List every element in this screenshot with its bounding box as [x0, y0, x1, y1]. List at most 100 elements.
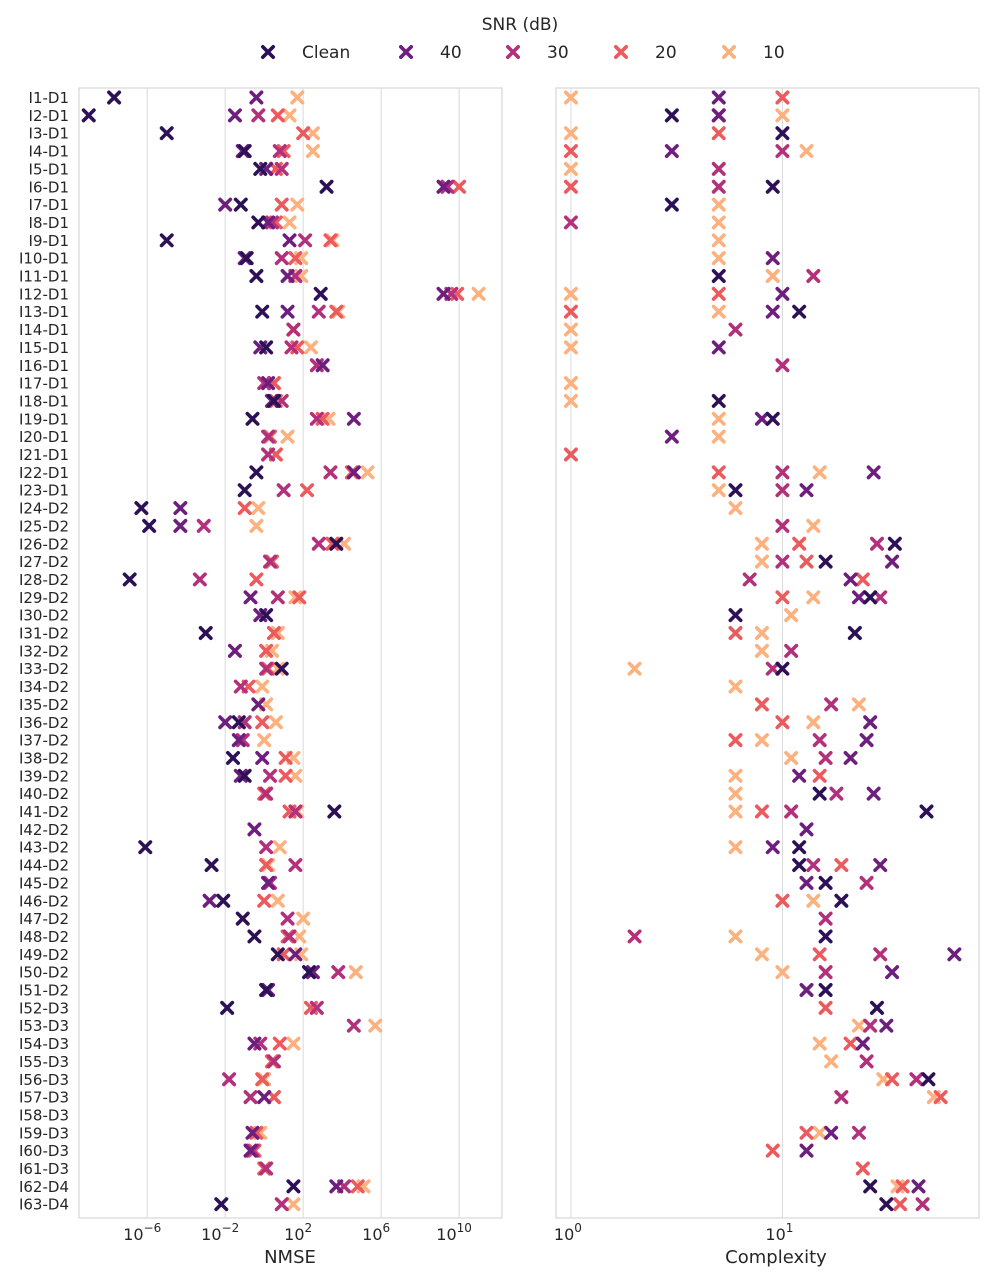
complexity-point	[859, 875, 874, 890]
nmse-point	[266, 626, 281, 640]
y-tick-label: I2-D1	[29, 107, 69, 125]
y-tick-label: I45-D2	[19, 874, 69, 892]
x-tick-label: 100	[554, 1221, 582, 1244]
complexity-point	[855, 1161, 870, 1176]
x-tick-label: 10−6	[123, 1221, 161, 1244]
nmse-point	[270, 947, 285, 962]
y-tick-label: I38-D2	[19, 749, 69, 767]
nmse-point	[216, 893, 231, 908]
complexity-point	[915, 1197, 930, 1212]
complexity-point	[728, 679, 743, 694]
nmse-point	[274, 251, 289, 266]
complexity-point	[855, 572, 870, 587]
nmse-point	[255, 750, 270, 765]
nmse-point	[292, 590, 307, 605]
nmse-point	[274, 161, 289, 176]
nmse-point	[237, 501, 252, 516]
nmse-point	[259, 661, 274, 676]
y-tick-label: I49-D2	[19, 946, 69, 964]
complexity-point	[824, 1125, 839, 1140]
complexity-point	[563, 126, 578, 141]
complexity-point	[775, 483, 790, 498]
nmse-point	[360, 465, 375, 480]
nmse-point	[259, 840, 274, 855]
y-tick-label: I51-D2	[19, 982, 69, 1000]
nmse-point	[257, 893, 272, 908]
complexity-point	[799, 875, 814, 890]
complexity-point	[775, 715, 790, 730]
nmse-point	[237, 768, 252, 783]
complexity-point	[806, 893, 821, 908]
complexity-point	[893, 1197, 908, 1212]
complexity-point	[775, 465, 790, 480]
legend-marker-icon	[722, 45, 736, 59]
nmse-point	[235, 911, 250, 926]
nmse-point	[327, 804, 342, 819]
complexity-point	[851, 590, 866, 605]
nmse-point	[192, 572, 207, 587]
nmse-point	[282, 215, 297, 230]
complexity-point	[834, 893, 849, 908]
nmse-point	[253, 161, 268, 176]
nmse-point	[286, 1179, 301, 1194]
nmse-point	[237, 483, 252, 498]
nmse-point	[222, 1072, 237, 1087]
legend-label: 20	[655, 43, 677, 63]
nmse-point	[247, 822, 262, 837]
y-tick-label: I12-D1	[19, 285, 69, 303]
y-tick-label: I63-D4	[19, 1196, 69, 1214]
complexity-point	[921, 1072, 936, 1087]
nmse-point	[266, 1054, 281, 1069]
complexity-point	[664, 108, 679, 123]
nmse-point	[284, 340, 299, 355]
complexity-point	[563, 179, 578, 194]
complexity-point	[711, 215, 726, 230]
nmse-point	[251, 501, 266, 516]
y-tick-label: I5-D1	[29, 160, 69, 178]
nmse-point	[257, 733, 272, 748]
x-tick-label: 102	[284, 1221, 312, 1244]
nmse-point	[122, 572, 137, 587]
nmse-point	[249, 518, 264, 533]
nmse-point	[264, 215, 279, 230]
complexity-point	[806, 518, 821, 533]
nmse-point	[309, 1000, 324, 1015]
y-tick-label: I34-D2	[19, 678, 69, 696]
x-tick-label: 106	[362, 1221, 390, 1244]
nmse-point	[282, 233, 297, 248]
complexity-point	[775, 590, 790, 605]
legend-label: 10	[763, 43, 785, 63]
complexity-point	[812, 1036, 827, 1051]
complexity-point	[711, 251, 726, 266]
complexity-point	[775, 893, 790, 908]
nmse-point	[227, 643, 242, 658]
complexity-point	[775, 554, 790, 569]
nmse-point	[196, 518, 211, 533]
nmse-point	[235, 733, 250, 748]
complexity-point	[775, 358, 790, 373]
nmse-point	[305, 126, 320, 141]
nmse-point	[138, 840, 153, 855]
nmse-point	[280, 304, 295, 319]
complexity-point	[933, 1090, 948, 1105]
nmse-point	[134, 501, 149, 516]
complexity-point	[863, 1179, 878, 1194]
nmse-point	[249, 572, 264, 587]
complexity-point	[563, 376, 578, 391]
nmse-point	[288, 858, 303, 873]
nmse-point	[270, 590, 285, 605]
nmse-point	[270, 108, 285, 123]
x-tick-label: 10−2	[201, 1221, 239, 1244]
y-tick-label: I15-D1	[19, 339, 69, 357]
nmse-point	[173, 518, 188, 533]
legend-entry: 40	[399, 43, 462, 63]
complexity-point	[799, 554, 814, 569]
y-tick-label: I48-D2	[19, 928, 69, 946]
y-tick-label: I1-D1	[29, 89, 69, 107]
y-tick-label: I54-D3	[19, 1035, 69, 1053]
nmse-point	[243, 1143, 258, 1158]
nmse-point	[245, 411, 260, 426]
complexity-point	[728, 322, 743, 337]
y-tick-label: I32-D2	[19, 642, 69, 660]
nmse-point	[276, 483, 291, 498]
